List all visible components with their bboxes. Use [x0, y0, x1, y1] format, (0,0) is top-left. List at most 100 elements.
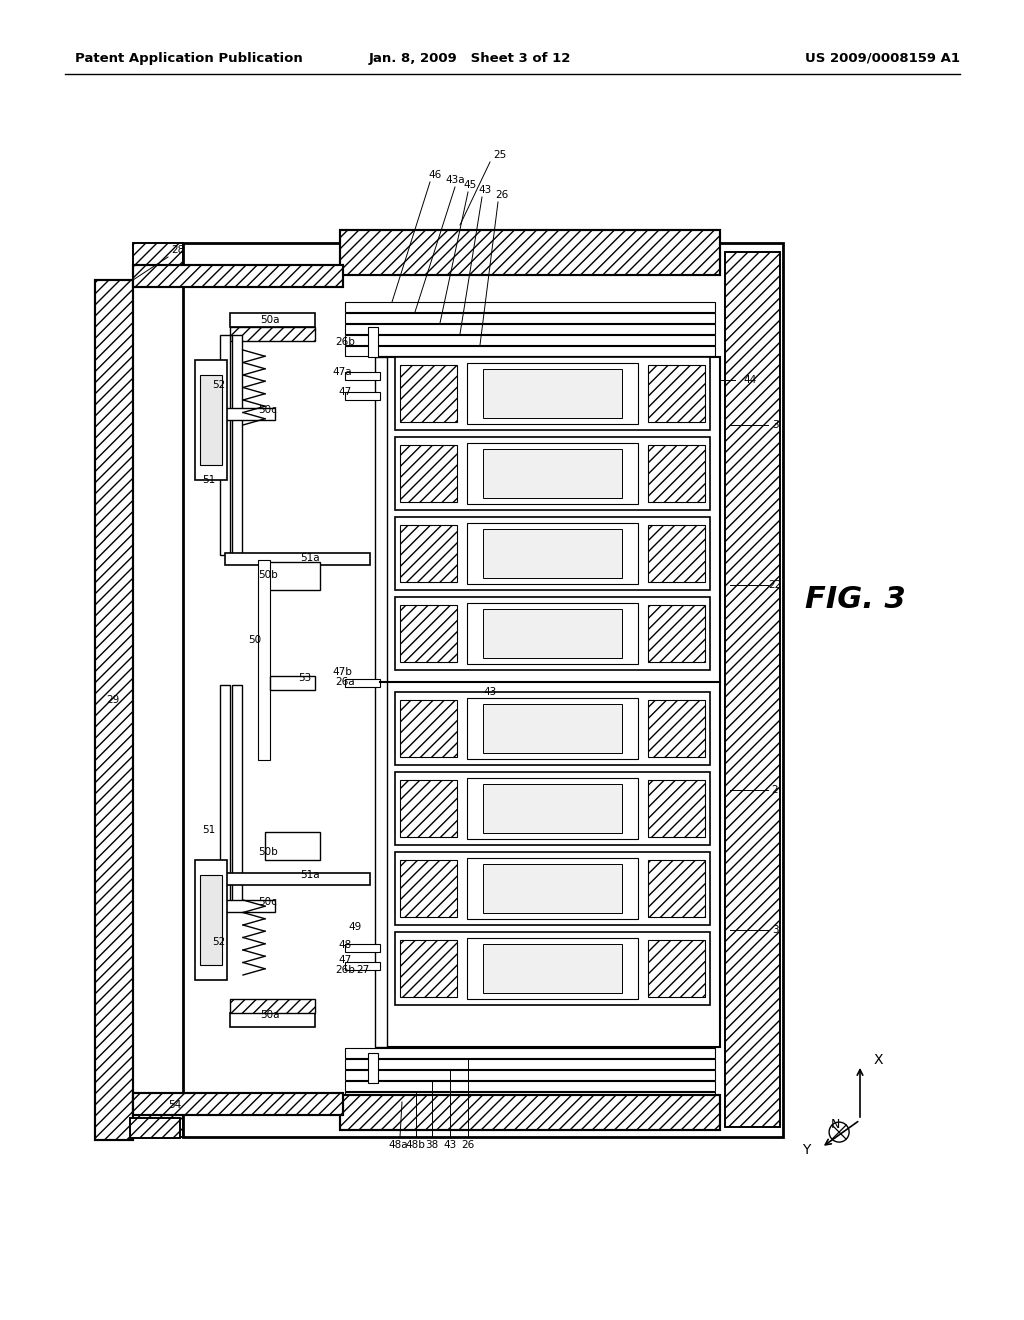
Text: 50c: 50c [259, 405, 278, 414]
Bar [345, 372, 380, 380]
Text: 3: 3 [772, 420, 778, 430]
Bar [265, 562, 319, 590]
Text: 51a: 51a [300, 870, 319, 880]
Bar [467, 939, 638, 999]
Bar [368, 327, 378, 356]
Text: 47: 47 [339, 387, 352, 397]
Bar [467, 444, 638, 504]
Bar [400, 605, 457, 663]
Text: Jan. 8, 2009   Sheet 3 of 12: Jan. 8, 2009 Sheet 3 of 12 [369, 51, 571, 65]
Text: N: N [830, 1118, 840, 1131]
Text: 3: 3 [772, 925, 778, 935]
Bar [133, 265, 343, 286]
Bar [483, 449, 622, 498]
Text: 48a: 48a [388, 1140, 408, 1150]
Bar [195, 360, 227, 480]
Bar [345, 944, 380, 952]
Text: 47: 47 [339, 954, 352, 965]
Bar [483, 529, 622, 578]
Bar [467, 363, 638, 424]
Bar [230, 1012, 315, 1027]
Bar [340, 230, 720, 275]
Bar [345, 962, 380, 970]
Bar [345, 302, 715, 312]
Bar [230, 327, 315, 341]
Text: Y: Y [803, 1143, 811, 1158]
Bar [345, 1081, 715, 1092]
Bar [395, 597, 710, 671]
Text: 38: 38 [425, 1140, 438, 1150]
Bar [340, 1096, 720, 1130]
Bar [368, 1053, 378, 1082]
Bar [400, 861, 457, 917]
Bar [345, 1071, 715, 1080]
Text: 43: 43 [483, 686, 497, 697]
Text: 43: 43 [443, 1140, 457, 1150]
Text: 22: 22 [768, 579, 781, 590]
Bar [648, 366, 705, 422]
Text: 49: 49 [348, 921, 361, 932]
Text: 43: 43 [478, 185, 492, 195]
Text: 51: 51 [202, 825, 215, 836]
Bar [725, 252, 780, 1127]
Bar [133, 1093, 343, 1115]
Bar [225, 553, 370, 565]
Bar [220, 408, 275, 420]
Bar [345, 1059, 715, 1069]
Bar [95, 280, 133, 1140]
Text: 25: 25 [494, 150, 507, 160]
Bar [345, 1092, 715, 1102]
Bar [483, 784, 622, 833]
Text: 50b: 50b [258, 570, 278, 579]
Bar [400, 366, 457, 422]
Bar [95, 280, 133, 1140]
Bar [345, 313, 715, 323]
Text: 45: 45 [464, 180, 476, 190]
Bar [265, 832, 319, 861]
Bar [648, 525, 705, 582]
Bar [133, 1115, 183, 1137]
Bar [345, 678, 380, 686]
Bar [258, 560, 270, 760]
Bar [467, 603, 638, 664]
Text: 51: 51 [202, 475, 215, 484]
Bar [467, 698, 638, 759]
Bar [483, 944, 622, 993]
Bar [345, 335, 715, 345]
Text: 47a: 47a [333, 367, 352, 378]
Bar [467, 777, 638, 840]
Bar [648, 940, 705, 997]
Text: 51a: 51a [300, 553, 319, 564]
Text: 50c: 50c [259, 898, 278, 907]
Text: 50a: 50a [260, 1010, 280, 1020]
Text: 46: 46 [428, 170, 441, 180]
Bar [195, 861, 227, 979]
Bar [230, 313, 315, 327]
Bar [220, 335, 230, 554]
Bar [200, 375, 222, 465]
Bar [395, 517, 710, 590]
Bar [340, 1096, 720, 1130]
Bar [483, 704, 622, 752]
Bar [220, 900, 275, 912]
Bar [395, 772, 710, 845]
Bar [225, 873, 370, 884]
Text: 44: 44 [743, 375, 757, 385]
Text: 52: 52 [212, 937, 225, 946]
Bar [483, 865, 622, 913]
Bar [395, 437, 710, 510]
Text: Patent Application Publication: Patent Application Publication [75, 51, 303, 65]
Text: US 2009/0008159 A1: US 2009/0008159 A1 [805, 51, 961, 65]
Text: X: X [873, 1053, 883, 1067]
Bar [648, 700, 705, 756]
Bar [183, 243, 783, 1137]
Bar [220, 685, 230, 906]
Bar [395, 851, 710, 925]
Text: 48b: 48b [406, 1140, 425, 1150]
Text: 43a: 43a [445, 176, 465, 185]
Bar [230, 999, 315, 1012]
Bar [345, 346, 715, 356]
Text: 26: 26 [462, 1140, 475, 1150]
Bar [483, 609, 622, 657]
Text: FIG. 3: FIG. 3 [805, 586, 905, 615]
